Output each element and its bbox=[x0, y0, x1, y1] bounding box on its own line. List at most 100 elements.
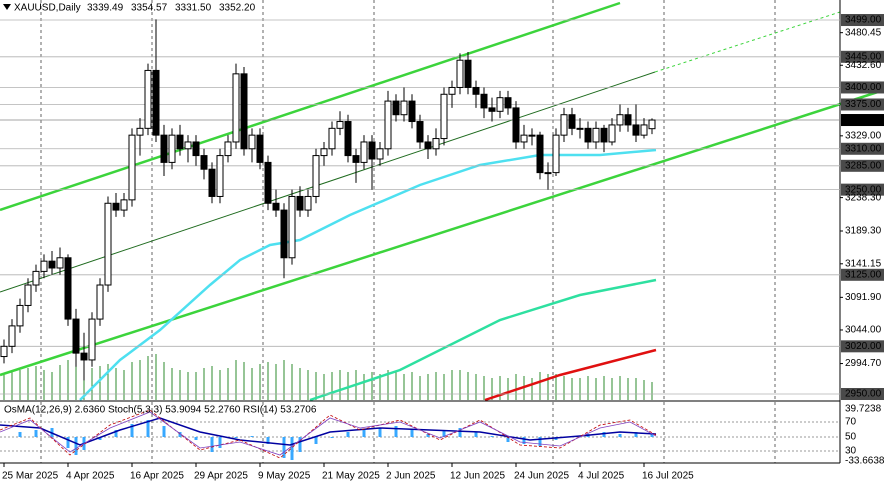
candle-body bbox=[104, 202, 112, 286]
candle-body bbox=[200, 155, 208, 170]
candle-body bbox=[168, 134, 176, 163]
x-tick-label: 25 Mar 2025 bbox=[2, 471, 59, 482]
header-value: 3331.50 bbox=[175, 3, 212, 14]
candle-body bbox=[264, 161, 272, 204]
candle-body bbox=[128, 134, 136, 201]
candle-body bbox=[504, 97, 512, 109]
x-tick-label: 4 Apr 2025 bbox=[66, 471, 115, 482]
candle-body bbox=[352, 155, 360, 163]
candle-body bbox=[376, 148, 384, 160]
y-tick-label: 3445.00 bbox=[845, 51, 882, 62]
y-tick-label: 3020.00 bbox=[845, 341, 882, 352]
candle-body bbox=[40, 260, 48, 272]
candle-body bbox=[536, 134, 544, 174]
candle-body bbox=[480, 93, 488, 109]
price-label-bg bbox=[841, 142, 884, 155]
x-tick-label: 16 Apr 2025 bbox=[130, 471, 184, 482]
candle-body bbox=[232, 73, 240, 143]
candle-body bbox=[464, 59, 472, 88]
indicator-title: OsMA(12,26,9) 2.6360 Stoch(5,3,3) 53.909… bbox=[4, 405, 317, 416]
candle-body bbox=[144, 69, 152, 129]
candle-body bbox=[472, 86, 480, 95]
indicator-label: -33.6638 bbox=[845, 456, 884, 467]
indicator-window bbox=[0, 400, 840, 460]
candle-body bbox=[0, 345, 8, 358]
candle-body bbox=[488, 107, 496, 112]
price-label-bg bbox=[841, 388, 884, 401]
y-tick-label: 3238.30 bbox=[845, 192, 882, 203]
price-label-bg bbox=[841, 183, 884, 196]
candle-body bbox=[72, 318, 80, 354]
indicator-label: 39.7238 bbox=[845, 404, 882, 415]
price-label-bg bbox=[841, 268, 884, 281]
candle-body bbox=[648, 119, 656, 130]
candle-body bbox=[272, 202, 280, 211]
candle-body bbox=[136, 127, 144, 136]
candle-body bbox=[32, 270, 40, 286]
candle-body bbox=[256, 134, 264, 163]
candle-body bbox=[608, 124, 616, 143]
candle-body bbox=[296, 195, 304, 211]
candle-body bbox=[88, 318, 96, 361]
candle-body bbox=[208, 168, 216, 197]
candle-body bbox=[360, 141, 368, 163]
candle-body bbox=[600, 127, 608, 143]
candle-body bbox=[448, 86, 456, 95]
candle-body bbox=[416, 121, 424, 143]
candle-body bbox=[176, 134, 184, 150]
y-tick-label: 3141.15 bbox=[845, 258, 882, 269]
price-label-bg bbox=[841, 159, 884, 172]
candle-body bbox=[64, 257, 72, 320]
y-tick-label: 3480.45 bbox=[845, 27, 882, 38]
x-tick-label: 4 Jul 2025 bbox=[578, 471, 625, 482]
candle-body bbox=[632, 124, 640, 136]
header-value: 3354.57 bbox=[131, 3, 168, 14]
candle-body bbox=[440, 93, 448, 140]
candle-body bbox=[312, 155, 320, 197]
candle-body bbox=[160, 134, 168, 163]
candle-body bbox=[96, 284, 104, 320]
candle-body bbox=[184, 141, 192, 150]
candle-body bbox=[640, 124, 648, 136]
candle-body bbox=[216, 155, 224, 197]
price-label-bg bbox=[841, 81, 884, 94]
candle-body bbox=[304, 195, 312, 211]
indicator-label: 30 bbox=[845, 446, 857, 457]
price-label-bg bbox=[841, 14, 884, 27]
x-tick-label: 12 Jun 2025 bbox=[450, 471, 505, 482]
candle-body bbox=[576, 127, 584, 130]
y-tick-label: 3400.00 bbox=[845, 82, 882, 93]
y-tick-label: 3250.00 bbox=[845, 184, 882, 195]
x-tick-label: 21 May 2025 bbox=[322, 471, 380, 482]
menu-arrow[interactable] bbox=[3, 4, 11, 10]
candle-body bbox=[16, 304, 24, 327]
candle-body bbox=[392, 100, 400, 116]
price-label-bg bbox=[841, 340, 884, 353]
y-tick-label: 3285.00 bbox=[845, 160, 882, 171]
x-tick-label: 16 Jul 2025 bbox=[642, 471, 694, 482]
candle-body bbox=[592, 127, 600, 143]
candle-body bbox=[344, 121, 352, 157]
y-tick-label: 2950.00 bbox=[845, 389, 882, 400]
candle-body bbox=[8, 325, 16, 347]
candle-body bbox=[240, 73, 248, 150]
candle-body bbox=[320, 148, 328, 157]
candle-body bbox=[288, 195, 296, 259]
candle-body bbox=[280, 209, 288, 259]
candle-body bbox=[192, 141, 200, 157]
symbol-label: XAUUSD,Daily bbox=[14, 3, 81, 14]
indicator-label: 50 bbox=[845, 432, 857, 443]
candle-body bbox=[368, 141, 376, 160]
y-tick-label: 3375.00 bbox=[845, 99, 882, 110]
candle-body bbox=[328, 127, 336, 150]
moving-average-slow bbox=[309, 278, 657, 402]
candle-body bbox=[408, 100, 416, 123]
y-tick-label: 3432.60 bbox=[845, 60, 882, 71]
y-tick-label: 2994.70 bbox=[845, 358, 882, 369]
candle-body bbox=[424, 141, 432, 150]
volume-bars bbox=[3, 354, 653, 400]
candle-body bbox=[560, 114, 568, 136]
indicator-label: 70 bbox=[845, 417, 857, 428]
x-tick-label: 29 Apr 2025 bbox=[194, 471, 248, 482]
header-value: 3339.49 bbox=[87, 3, 124, 14]
